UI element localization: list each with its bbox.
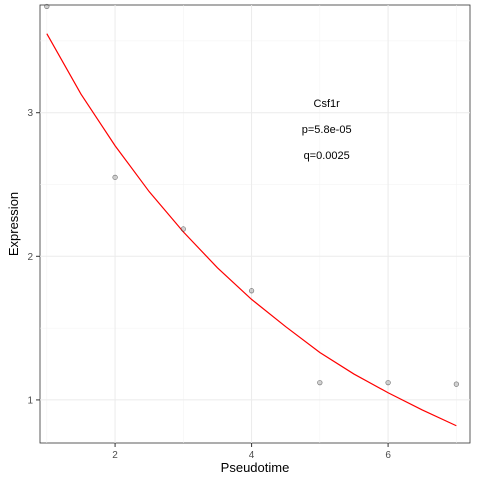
x-tick-label: 6 bbox=[385, 450, 391, 461]
data-point bbox=[248, 288, 255, 294]
plot-panel bbox=[39, 4, 471, 444]
data-point bbox=[180, 226, 186, 232]
fit-curve-line bbox=[46, 33, 457, 427]
gridlines bbox=[40, 5, 470, 443]
data-point bbox=[385, 380, 391, 386]
data-point bbox=[112, 174, 118, 180]
y-tick-label: 3 bbox=[27, 108, 33, 119]
data-point bbox=[44, 3, 50, 10]
y-tick-label: 1 bbox=[27, 395, 33, 406]
x-tick-label: 4 bbox=[249, 450, 255, 461]
x-tick-label: 2 bbox=[112, 450, 118, 461]
q-value-label: q=0.0025 bbox=[304, 150, 350, 162]
p-value-label: p=5.8e-05 bbox=[302, 124, 352, 136]
data-point bbox=[317, 380, 323, 386]
y-tick-label: 2 bbox=[27, 252, 33, 263]
axes: 2 4 6 1 2 3 bbox=[27, 108, 391, 461]
y-axis-title: Expression bbox=[6, 192, 21, 256]
points-layer bbox=[44, 3, 459, 387]
data-point bbox=[453, 381, 459, 387]
gene-name-label: Csf1r bbox=[314, 98, 341, 110]
fit-curve-layer bbox=[46, 33, 457, 427]
x-axis-title: Pseudotime bbox=[221, 460, 290, 475]
